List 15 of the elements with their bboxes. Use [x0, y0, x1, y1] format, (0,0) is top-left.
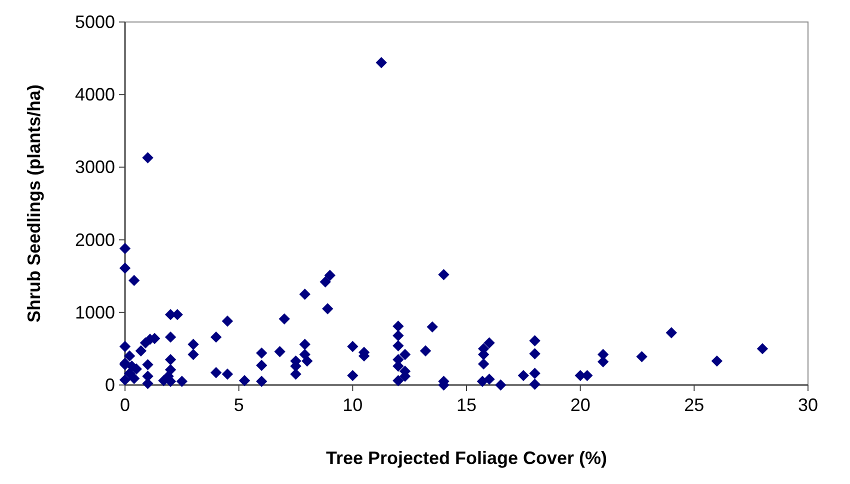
- x-tick-label: 25: [684, 395, 704, 415]
- x-tick-label: 10: [342, 395, 363, 415]
- x-tick-label: 15: [456, 395, 477, 415]
- y-tick-label: 1000: [74, 302, 115, 322]
- x-tick-label: 5: [234, 395, 244, 415]
- x-tick-label: 0: [120, 395, 130, 415]
- x-tick-label: 30: [798, 395, 818, 415]
- y-tick-label: 0: [104, 375, 115, 395]
- y-tick-label: 2000: [74, 230, 115, 250]
- y-tick-label: 5000: [74, 12, 115, 32]
- y-axis-title: Shrub Seedlings (plants/ha): [24, 84, 44, 323]
- x-tick-label: 20: [570, 395, 590, 415]
- x-axis-title: Tree Projected Foliage Cover (%): [326, 448, 608, 468]
- y-tick-label: 4000: [74, 84, 115, 105]
- y-tick-label: 3000: [74, 157, 115, 178]
